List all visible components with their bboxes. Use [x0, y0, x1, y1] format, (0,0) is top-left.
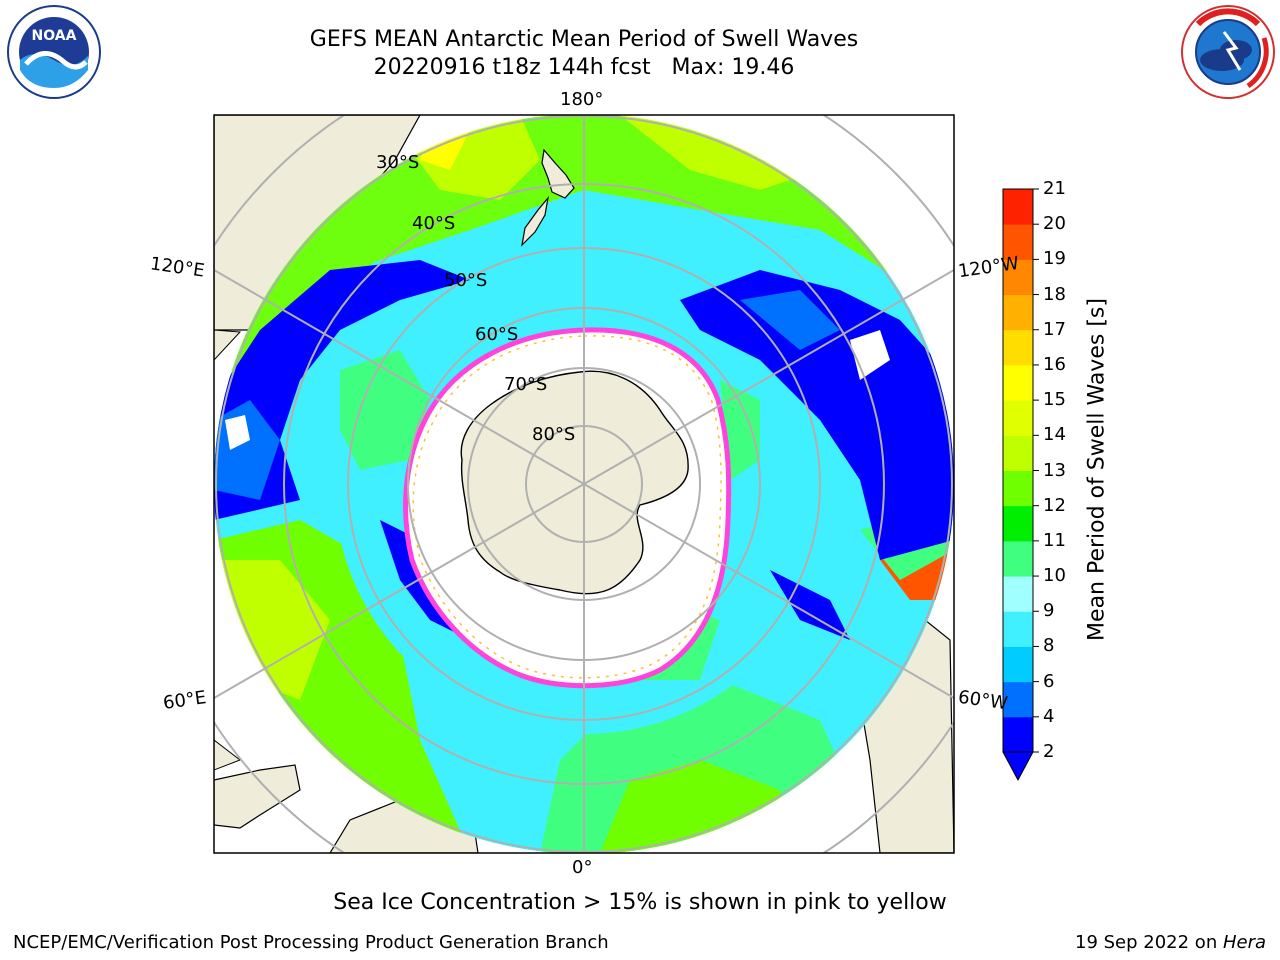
- colorbar-segment: [1003, 540, 1033, 577]
- colorbar-tick-label: 17: [1043, 318, 1066, 340]
- colorbar-segment: [1003, 435, 1033, 471]
- colorbar-segment: [1003, 329, 1033, 366]
- footer-date: 19 Sep 2022 on Hera: [1075, 932, 1266, 953]
- colorbar-segment: [1003, 400, 1033, 436]
- colorbar-tick-label: 6: [1043, 670, 1055, 692]
- colorbar-tick-label: 16: [1043, 353, 1066, 375]
- lat-label-70s: 70°S: [504, 374, 548, 395]
- colorbar-tick-label: 15: [1043, 389, 1066, 411]
- map-frame: [213, 114, 955, 854]
- chart-subtitle: 20220916 t18z 144h fcst Max: 19.46: [373, 55, 795, 80]
- lat-label-30s: 30°S: [376, 152, 420, 173]
- chart-title: GEFS MEAN Antarctic Mean Period of Swell…: [309, 27, 859, 52]
- noaa-logo-text: NOAA: [32, 28, 77, 44]
- sea-ice-note: Sea Ice Concentration > 15% is shown in …: [333, 890, 947, 915]
- colorbar-segment: [1003, 576, 1033, 612]
- colorbar-tick-label: 9: [1043, 600, 1055, 622]
- antarctica-land: [460, 370, 689, 595]
- colorbar: [1002, 188, 1039, 782]
- lon-label-0: 0°: [572, 857, 593, 878]
- colorbar-extend-min: [1002, 751, 1034, 782]
- colorbar-tick-label: 8: [1043, 635, 1055, 657]
- colorbar-segment: [1003, 716, 1033, 753]
- colorbar-segment: [1003, 681, 1033, 718]
- colorbar-tick-label: 18: [1043, 283, 1066, 305]
- colorbar-segment: [1003, 646, 1033, 683]
- nws-logo-icon: [1181, 5, 1275, 99]
- lat-label-60s: 60°S: [475, 324, 519, 345]
- colorbar-segment: [1003, 259, 1033, 296]
- lon-label-180: 180°: [560, 89, 604, 110]
- colorbar-label: Mean Period of Swell Waves [s]: [1084, 298, 1110, 641]
- colorbar-tick-label: 20: [1043, 213, 1066, 235]
- colorbar-tick-label: 11: [1043, 529, 1066, 551]
- colorbar-tick-label: 14: [1043, 424, 1066, 446]
- footer-credit: NCEP/EMC/Verification Post Processing Pr…: [13, 932, 609, 953]
- colorbar-segment: [1003, 294, 1033, 331]
- colorbar-segment: [1003, 224, 1033, 260]
- colorbar-segment: [1003, 611, 1033, 647]
- noaa-logo-icon: NOAA: [7, 5, 101, 99]
- colorbar-tick-label: 13: [1043, 459, 1066, 481]
- colorbar-segment: [1003, 189, 1033, 225]
- new-zealand-land: [541, 148, 575, 199]
- footer-machine: Hera: [1222, 932, 1266, 953]
- footer-date-text: 19 Sep 2022 on: [1075, 932, 1223, 953]
- lat-label-80s: 80°S: [532, 424, 576, 445]
- colorbar-tick-label: 4: [1043, 705, 1055, 727]
- colorbar-tick-label: 12: [1043, 494, 1066, 516]
- colorbar-tick-label: 10: [1043, 565, 1066, 587]
- lat-label-50s: 50°S: [444, 270, 488, 291]
- colorbar-tick-label: 21: [1043, 178, 1066, 199]
- colorbar-segment: [1003, 470, 1033, 507]
- colorbar-segment: [1003, 505, 1033, 542]
- colorbar-tick-label: 19: [1043, 248, 1066, 270]
- lat-label-40s: 40°S: [412, 213, 456, 234]
- colorbar-tick-label: 2: [1043, 741, 1055, 762]
- graticule: [214, 115, 954, 853]
- colorbar-segment: [1003, 364, 1033, 401]
